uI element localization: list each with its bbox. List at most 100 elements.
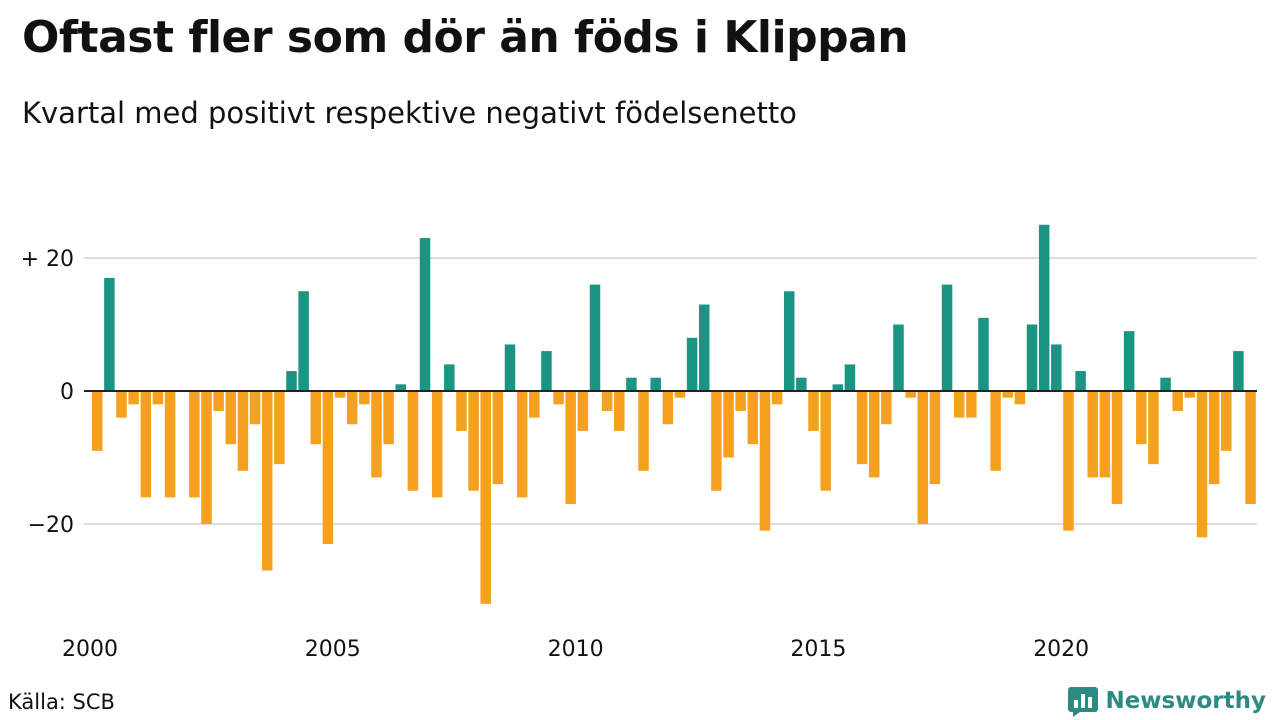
bar-negative (735, 391, 746, 411)
bar-positive (541, 351, 552, 391)
bar-positive (589, 284, 601, 391)
bar-negative (92, 391, 103, 451)
bar-negative (565, 391, 576, 505)
bar-negative (468, 391, 479, 491)
bar-chart: + 20 0 −20 2000 2005 2010 2015 2020 (21, 224, 1257, 662)
brand-logo: Newsworthy (1067, 684, 1266, 718)
bar-positive (104, 277, 115, 391)
bar-negative (371, 391, 382, 478)
bar-chart-speech-bubble-icon (1068, 687, 1099, 717)
bar-positive (286, 371, 297, 391)
bar-negative (128, 391, 139, 405)
bar-positive (419, 238, 431, 391)
bar-negative (1172, 391, 1183, 411)
bar-positive (626, 377, 637, 391)
bar-negative (917, 391, 929, 524)
chart-title: Oftast fler som dör än föds i Klippan (22, 12, 909, 63)
bar-positive (978, 317, 989, 391)
x-tick-label: 2010 (548, 637, 604, 662)
bar-positive (893, 324, 904, 391)
bar-positive (796, 377, 807, 391)
bar-negative (868, 391, 880, 478)
bar-negative (953, 391, 965, 418)
bar-negative (334, 391, 346, 398)
y-tick-label: −20 (28, 513, 74, 538)
bar-negative (820, 391, 831, 491)
bar-negative (759, 391, 771, 531)
bar-positive (844, 364, 856, 391)
y-tick-label: 0 (60, 380, 74, 405)
bar-negative (492, 391, 504, 485)
bar-positive (444, 364, 455, 391)
bar-positive (1123, 331, 1135, 391)
bar-negative (456, 391, 467, 431)
bar-negative (516, 391, 528, 498)
bar-negative (856, 391, 868, 465)
bar-positive (1038, 224, 1050, 391)
bar-negative (116, 391, 127, 418)
bar-positive (1026, 324, 1038, 391)
bar-negative (674, 391, 686, 398)
bar-negative (1148, 391, 1159, 465)
bar-negative (747, 391, 759, 445)
bar-negative (808, 391, 819, 431)
bar-positive (1075, 371, 1086, 391)
bar-negative (310, 391, 322, 445)
bar-negative (225, 391, 237, 445)
bar-negative (1221, 391, 1232, 451)
bar-negative (723, 391, 734, 458)
bar-negative (1063, 391, 1074, 531)
bar-positive (650, 377, 661, 391)
bar-negative (1099, 391, 1111, 478)
bar-negative (201, 391, 212, 524)
bar-positive (395, 384, 406, 391)
y-tick-label: + 20 (21, 247, 74, 272)
bar-positive (1160, 377, 1171, 391)
bar-negative (614, 391, 625, 431)
x-tick-label: 2020 (1033, 637, 1089, 662)
bar-positive (783, 291, 795, 391)
bar-negative (480, 391, 491, 604)
bar-negative (237, 391, 249, 471)
bar-negative (662, 391, 674, 425)
bar-negative (189, 391, 200, 498)
bar-positive (1051, 344, 1062, 391)
bar-negative (1002, 391, 1013, 398)
bar-negative (274, 391, 285, 465)
bar-negative (140, 391, 152, 498)
bar-negative (553, 391, 564, 405)
bar-negative (322, 391, 334, 544)
bar-positive (504, 344, 516, 391)
bar-negative (601, 391, 613, 411)
grid-lines (84, 257, 1257, 525)
tick-labels: + 20 0 −20 2000 2005 2010 2015 2020 (21, 247, 1090, 662)
bar-negative (1136, 391, 1147, 445)
bar-positive (941, 284, 953, 391)
bar-negative (346, 391, 358, 425)
bar-negative (383, 391, 394, 445)
bar-negative (711, 391, 722, 491)
bar-negative (929, 391, 941, 485)
bar-negative (771, 391, 783, 405)
x-tick-label: 2000 (62, 637, 118, 662)
bar-negative (407, 391, 419, 491)
bar-negative (1196, 391, 1208, 538)
bar-negative (638, 391, 649, 471)
bar-negative (1245, 391, 1256, 505)
bar-negative (359, 391, 370, 405)
bar-negative (1208, 391, 1220, 485)
x-tick-label: 2015 (790, 637, 846, 662)
bar-negative (966, 391, 977, 418)
bar-positive (298, 291, 309, 391)
bar-positive (699, 304, 710, 391)
bar-positive (686, 337, 698, 391)
bar-negative (1087, 391, 1098, 478)
bar-positive (832, 384, 844, 391)
bar-negative (213, 391, 224, 411)
chart-subtitle: Kvartal med positivt respektive negativt… (22, 96, 797, 130)
bar-negative (261, 391, 273, 571)
bar-negative (905, 391, 916, 398)
brand-name: Newsworthy (1105, 688, 1266, 714)
bar-negative (152, 391, 164, 405)
x-tick-label: 2005 (305, 637, 361, 662)
